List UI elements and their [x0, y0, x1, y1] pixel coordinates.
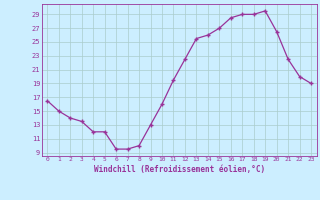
X-axis label: Windchill (Refroidissement éolien,°C): Windchill (Refroidissement éolien,°C) — [94, 165, 265, 174]
